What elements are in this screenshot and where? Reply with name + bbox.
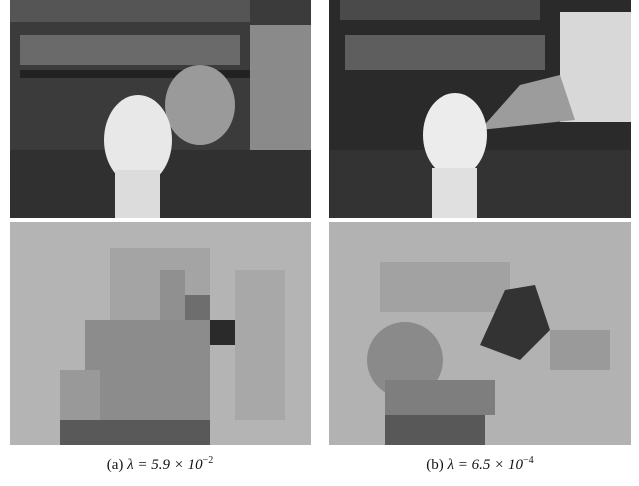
region [60,420,210,445]
caption: (b) λ = 6.5 × 10−4 [330,455,630,474]
neck [432,168,477,218]
region [210,320,235,345]
region [60,370,100,420]
caption-math: λ = 6.5 × 10 [448,457,524,473]
caption-exponent: −4 [523,455,534,466]
region [380,262,510,312]
region [185,295,210,320]
shelf [10,0,250,22]
head [423,93,487,177]
caption-label: (b) [426,457,444,473]
photo-a [10,0,311,218]
caption-math: λ = 5.9 × 10 [127,457,203,473]
region [85,320,210,420]
books [20,35,240,65]
board [560,12,631,122]
caption-exponent: −2 [203,455,214,466]
region [235,270,285,420]
region [385,415,485,445]
disparity-a [10,222,311,445]
lamp [165,65,235,145]
board [250,25,311,155]
shelf [340,0,540,20]
books [345,35,545,70]
photo-b [329,0,631,218]
neck [115,170,160,218]
disparity-b [329,222,631,445]
region [385,380,495,415]
figure-images [0,0,639,450]
figure: (a) λ = 5.9 × 10−2 (b) λ = 6.5 × 10−4 [0,0,639,486]
caption-label: (a) [107,457,124,473]
region [550,330,610,370]
caption: (a) λ = 5.9 × 10−2 [10,455,310,474]
